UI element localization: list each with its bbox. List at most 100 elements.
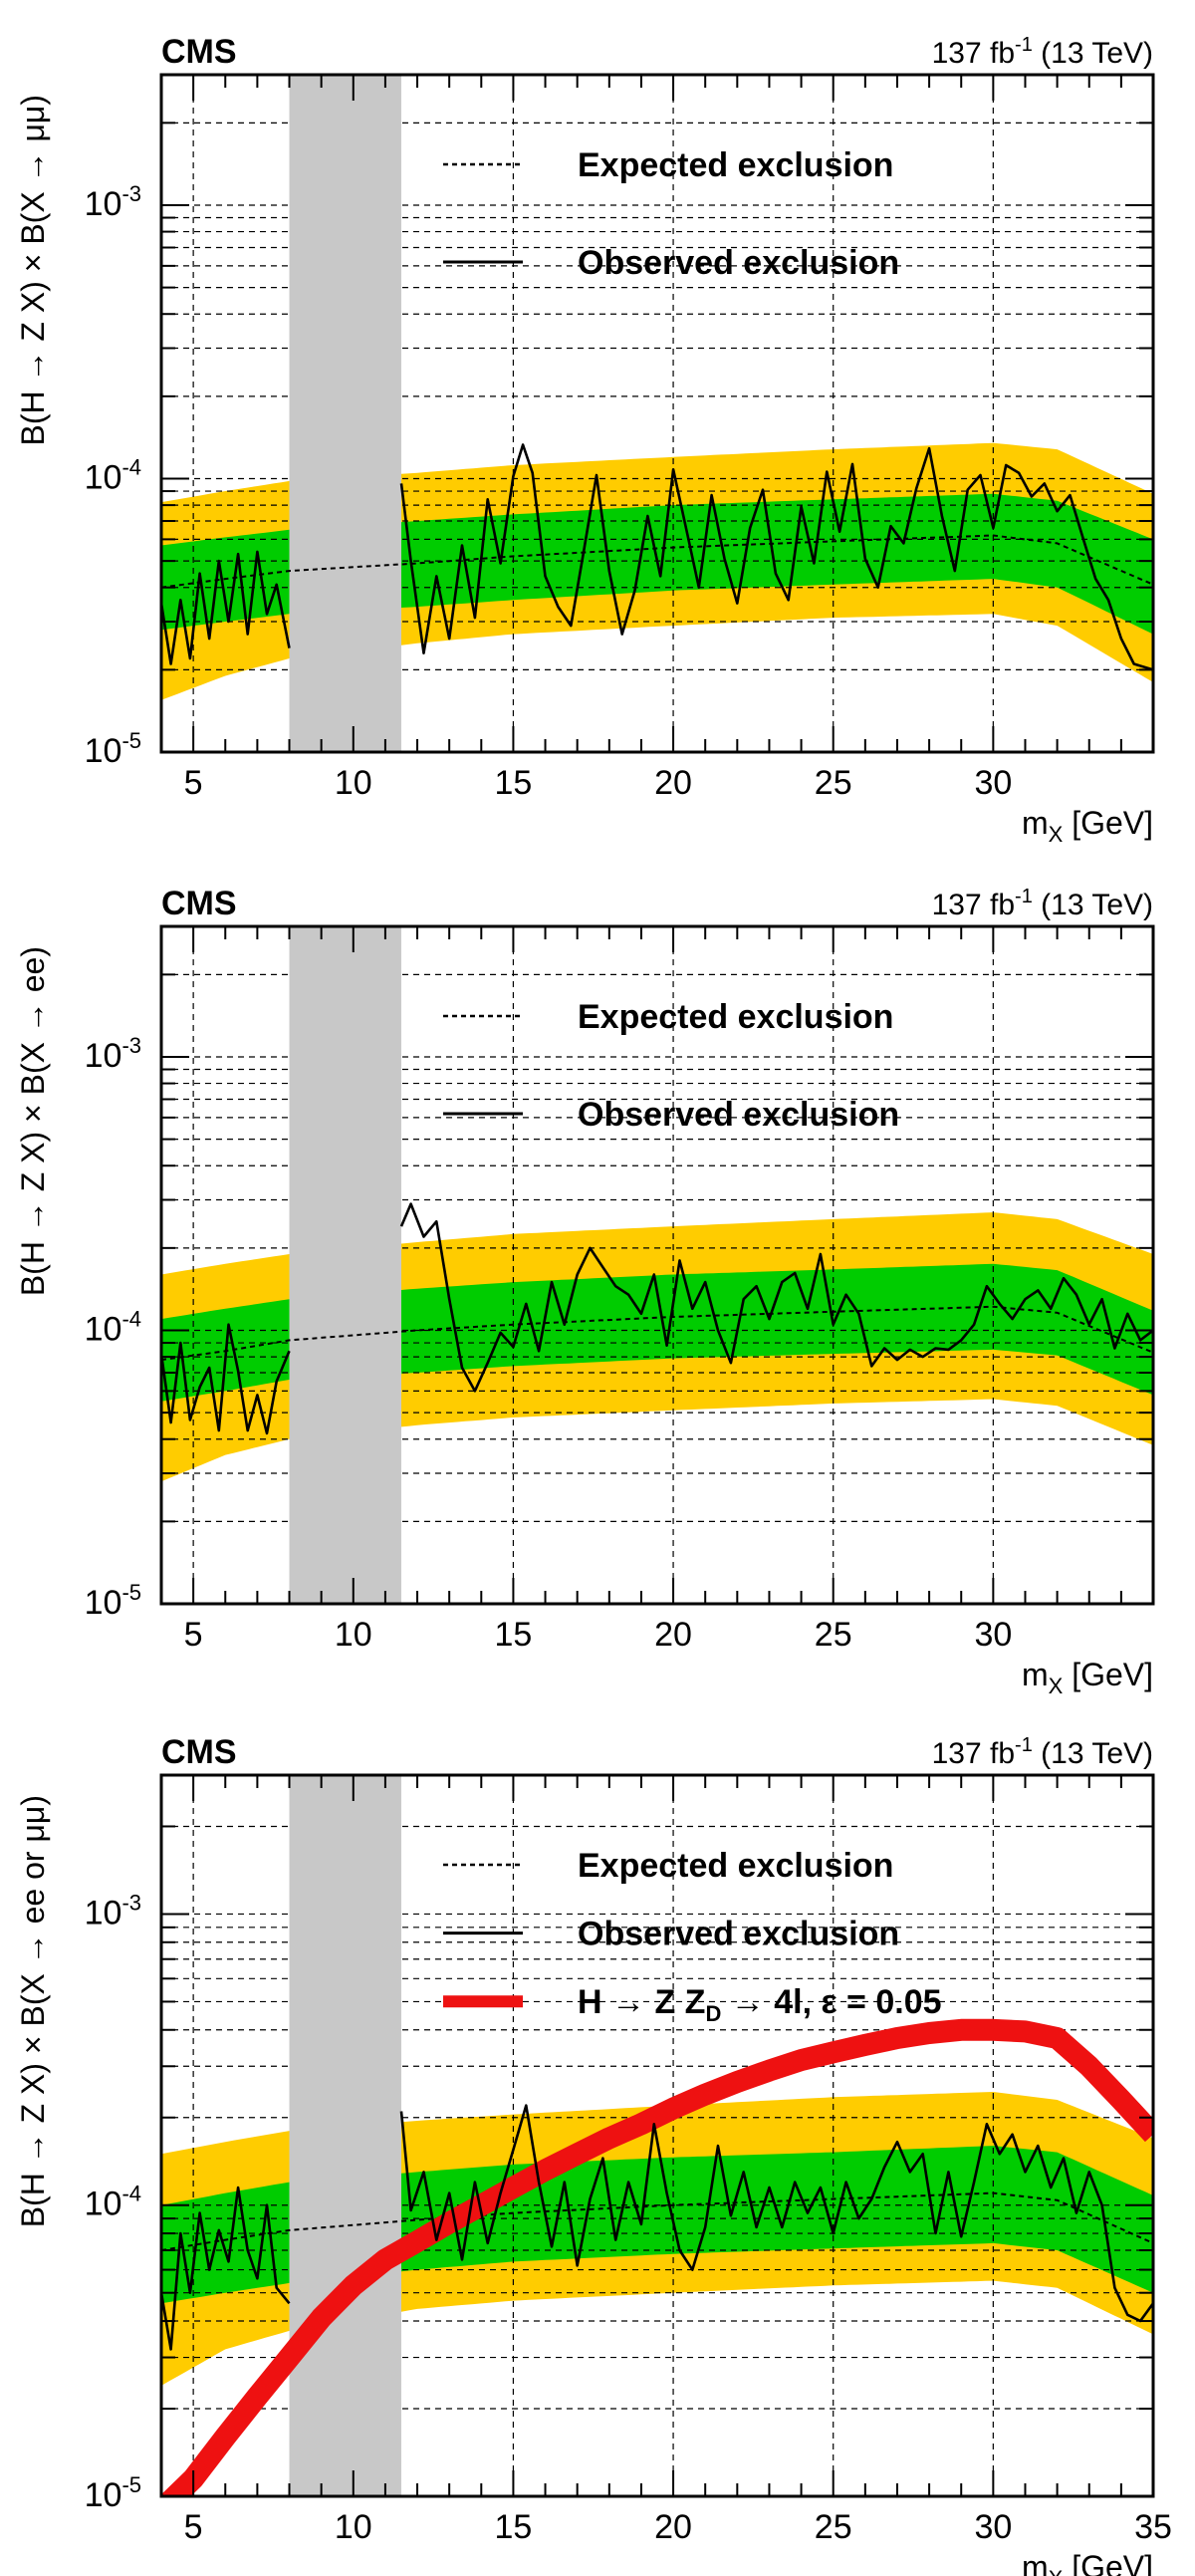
x-tick-label: 30: [974, 1616, 1012, 1654]
y-tick-label: 10-5: [85, 2472, 141, 2514]
y-tick-label: 10-4: [85, 454, 141, 496]
lumi-label: 137 fb-1 (13 TeV): [932, 886, 1153, 921]
plot-frame: [159, 73, 1155, 754]
plot-area: [161, 75, 1153, 752]
x-tick-label: 20: [654, 1616, 692, 1654]
lumi-exp: -1: [1015, 1734, 1033, 1756]
observed-line: [161, 550, 291, 665]
legend-label: Expected exclusion: [578, 998, 893, 1036]
observed-line: [399, 2104, 1153, 2323]
x-axis-label: mX [GeV]: [1022, 1657, 1153, 1698]
experiment-label: CMS: [161, 1733, 237, 1771]
legend-label: Expected exclusion: [578, 146, 893, 184]
y-tick-exp: -4: [121, 1306, 141, 1331]
x-tick-label: 25: [815, 1616, 852, 1654]
lumi-suffix: (13 TeV): [1033, 1737, 1153, 1770]
legend: Expected exclusion Observed exclusion: [443, 146, 899, 282]
ticks: [160, 1774, 1154, 2497]
x-axis-label-main: m: [1022, 2549, 1049, 2576]
x-tick-label: 5: [184, 2508, 203, 2546]
legend-label-main: Observed exclusion: [578, 1916, 899, 1953]
x-axis-label-main: m: [1022, 805, 1049, 841]
legend-label-main: Observed exclusion: [578, 1096, 899, 1134]
y-tick-exp: -3: [121, 181, 141, 206]
observed-line: [399, 1202, 1153, 1393]
x-tick-label: 15: [495, 1616, 533, 1654]
y-tick-exp: -5: [121, 728, 141, 753]
x-tick-label: 20: [654, 2508, 692, 2546]
veto-region: [289, 1775, 401, 2496]
x-axis-label-main: m: [1022, 1657, 1049, 1692]
x-tick-label: 10: [335, 2508, 372, 2546]
y-tick-label: 10-5: [85, 1580, 141, 1622]
plot-frame: [159, 924, 1155, 1606]
legend-label: H → Z ZD → 4l, ε = 0.05: [578, 1983, 942, 2026]
y-tick-base: 10: [85, 185, 122, 223]
y-tick-label: 10-4: [85, 1306, 141, 1348]
legend-label-main: H → Z Z: [578, 1983, 705, 2021]
y-tick-exp: -4: [121, 2182, 141, 2206]
x-tick-label: 15: [495, 2508, 533, 2546]
x-axis-label-unit: [GeV]: [1063, 2549, 1153, 2576]
legend-label: Observed exclusion: [578, 244, 899, 282]
observed-line: [399, 443, 1153, 671]
x-axis-label-sub: X: [1049, 2566, 1064, 2576]
expected-line: [161, 534, 1153, 589]
ticks: [160, 74, 1154, 753]
band-1sigma: [161, 1263, 1153, 1402]
y-tick-base: 10: [85, 2186, 122, 2223]
x-tick-label: 20: [654, 764, 692, 802]
x-tick-label: 35: [1134, 2508, 1172, 2546]
x-axis-label-unit: [GeV]: [1063, 805, 1153, 841]
lumi-exp: -1: [1015, 886, 1033, 907]
lumi-prefix: 137 fb: [932, 37, 1015, 70]
veto-region: [289, 75, 401, 752]
veto-region: [289, 926, 401, 1604]
experiment-label: CMS: [161, 885, 237, 922]
y-axis-label: B(H → Z X) × B(X → μμ): [15, 95, 51, 445]
expected-line: [161, 2191, 1153, 2251]
y-tick-base: 10: [85, 1310, 122, 1348]
y-tick-exp: -3: [121, 1033, 141, 1058]
x-axis-label: mX [GeV]: [1022, 805, 1153, 847]
y-tick-exp: -4: [121, 454, 141, 479]
legend-label-main: Expected exclusion: [578, 998, 893, 1036]
x-tick-label: 15: [495, 764, 533, 802]
y-tick-label: 10-3: [85, 181, 141, 223]
x-axis-label-unit: [GeV]: [1063, 1657, 1153, 1692]
legend: Expected exclusion Observed exclusion: [443, 998, 899, 1134]
legend-label-main: Observed exclusion: [578, 244, 899, 282]
y-tick-label: 10-3: [85, 1033, 141, 1075]
legend-label: Observed exclusion: [578, 1096, 899, 1134]
legend-label: Expected exclusion: [578, 1847, 893, 1885]
observed-line: [161, 2186, 291, 2351]
x-axis-label-sub: X: [1049, 822, 1064, 847]
legend-label-main: Expected exclusion: [578, 1847, 893, 1885]
y-tick-base: 10: [85, 458, 122, 496]
lumi-suffix: (13 TeV): [1033, 37, 1153, 70]
x-axis-label-sub: X: [1049, 1674, 1064, 1698]
lumi-suffix: (13 TeV): [1033, 889, 1153, 921]
y-tick-base: 10: [85, 1037, 122, 1075]
lumi-label: 137 fb-1 (13 TeV): [932, 1734, 1153, 1770]
legend-label: Observed exclusion: [578, 1916, 899, 1953]
lumi-prefix: 137 fb: [932, 889, 1015, 921]
plot-frame: [159, 1773, 1155, 2498]
y-tick-exp: -5: [121, 1580, 141, 1605]
expected-line: [161, 1305, 1153, 1362]
plot-area: [161, 926, 1153, 1604]
y-tick-base: 10: [85, 1894, 122, 1932]
plot-area: [161, 1775, 1153, 2496]
model-curve: [161, 2018, 1153, 2496]
x-tick-label: 30: [974, 764, 1012, 802]
x-tick-label: 25: [815, 764, 852, 802]
y-tick-label: 10-5: [85, 728, 141, 770]
y-tick-label: 10-4: [85, 2182, 141, 2223]
legend: Expected exclusion Observed exclusion H → …: [443, 1847, 942, 2026]
experiment-label: CMS: [161, 33, 237, 71]
y-tick-base: 10: [85, 732, 122, 770]
